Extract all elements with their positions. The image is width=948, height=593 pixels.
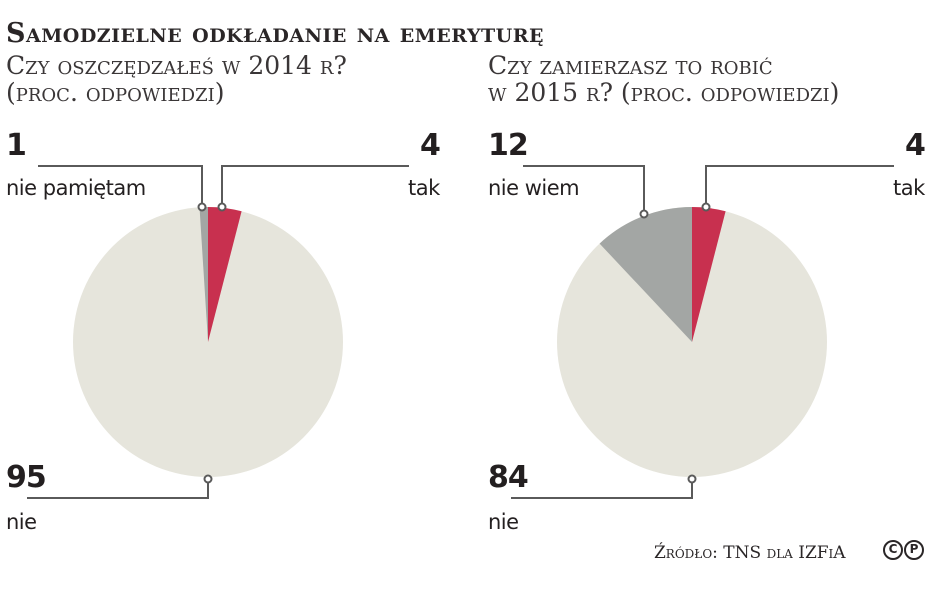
copyright-icon: C — [883, 540, 903, 560]
left-nie-label: nie — [6, 510, 37, 534]
left-nie-value: 95 — [6, 460, 47, 495]
left-nie-pamietam-value: 1 — [6, 128, 27, 163]
right-subtitle-line2: w 2015 r? (proc. odpowiedzi) — [488, 78, 840, 107]
press-rights-icon: P — [904, 540, 924, 560]
left-slice-nie-pamietam — [199, 207, 208, 342]
right-nie-value: 84 — [488, 460, 529, 495]
left-chart-subtitle: Czy oszczędzałeś w 2014 r? (proc. odpowi… — [6, 52, 347, 106]
right-tak-value: 4 — [905, 128, 926, 163]
left-pie — [73, 207, 343, 477]
chart-title: Samodzielne odkładanie na emeryturę — [6, 18, 545, 49]
left-leader-lines — [27, 165, 409, 499]
left-subtitle-line1: Czy oszczędzałeś w 2014 r? — [6, 51, 347, 80]
right-nie-wiem-value: 12 — [488, 128, 529, 163]
left-leader-dots — [197, 202, 227, 484]
left-nie-pamietam-label: nie pamiętam — [6, 176, 146, 200]
right-leader-lines — [511, 165, 894, 499]
right-leader-dots — [639, 202, 711, 484]
right-nie-label: nie — [488, 510, 519, 534]
right-slice-tak — [692, 207, 726, 342]
right-chart-subtitle: Czy zamierzasz to robić w 2015 r? (proc.… — [488, 52, 839, 106]
right-nie-wiem-label: nie wiem — [488, 176, 580, 200]
right-tak-label: tak — [893, 176, 925, 200]
left-tak-value: 4 — [420, 128, 441, 163]
right-subtitle-line1: Czy zamierzasz to robić — [488, 51, 773, 80]
right-slice-nie-wiem — [599, 207, 692, 342]
right-pie — [557, 207, 827, 477]
left-subtitle-line2: (proc. odpowiedzi) — [6, 78, 225, 107]
source-note: Źródło: TNS dla IZFiA — [654, 543, 846, 563]
left-tak-label: tak — [408, 176, 440, 200]
left-slice-tak — [208, 207, 242, 342]
